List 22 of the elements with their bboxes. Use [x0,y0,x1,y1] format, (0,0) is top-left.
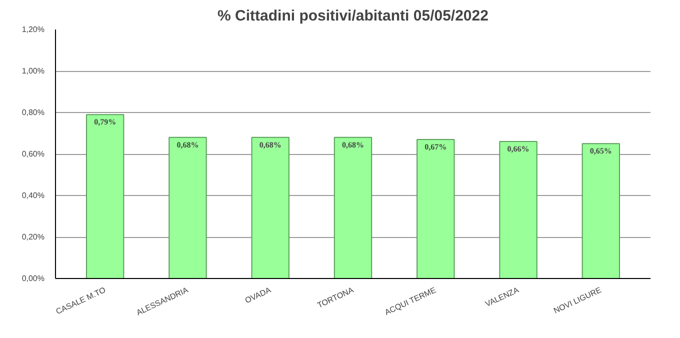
bar [499,141,538,278]
data-label: 0,65% [590,146,612,156]
y-tick-label: 1,00% [22,66,45,76]
data-label: 0,68% [176,140,199,150]
y-tick-label: 0,40% [22,191,45,200]
y-tick-label: 0,00% [22,274,45,283]
chart-title: % Cittadini positivi/abitanti 05/05/2022 [218,8,488,24]
data-label: 0,68% [259,140,282,150]
bar [582,143,620,278]
y-tick-label: 0,20% [22,232,45,242]
bar [251,136,290,278]
bar [86,114,124,278]
data-label: 0,79% [94,118,116,127]
y-tick-label: 1,20% [22,25,45,34]
data-label: 0,68% [342,140,364,150]
y-tick-label: 0,80% [22,108,45,117]
bar [168,136,207,278]
y-tick-label: 0,60% [22,150,45,158]
bar [416,138,455,278]
bar [334,136,372,278]
data-label: 0,67% [424,142,447,152]
data-label: 0,66% [507,144,530,154]
